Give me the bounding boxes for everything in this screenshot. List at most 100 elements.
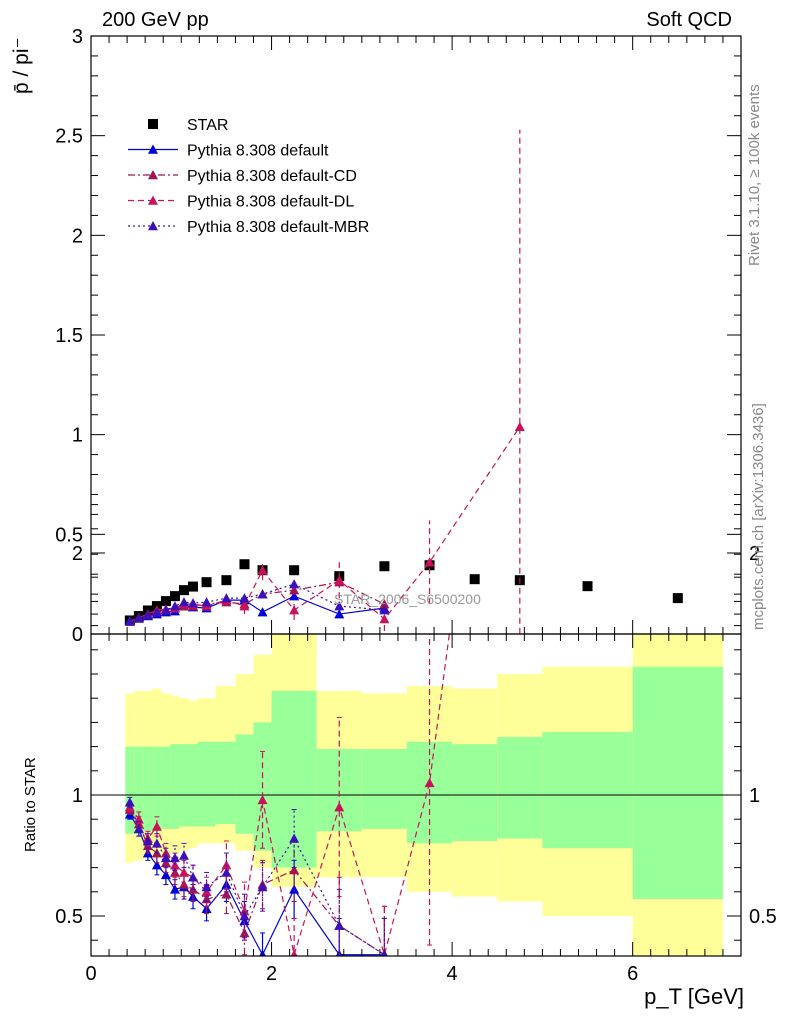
ratio-line	[129, 634, 450, 956]
star-point	[672, 593, 683, 604]
band-green	[161, 746, 171, 829]
band-green	[235, 734, 254, 834]
data-point	[178, 597, 189, 607]
data-point	[151, 607, 162, 617]
band-green	[179, 744, 189, 827]
mcplots-label: mcplots.cern.ch [arXiv:1306.3436]	[750, 403, 767, 630]
star-point	[160, 596, 171, 607]
main-y-axis-label: p̄ / pi⁻	[10, 37, 33, 94]
ratio-point	[290, 949, 298, 956]
legend-entry: Pythia 8.308 default-DL	[128, 194, 354, 211]
ratio-series	[124, 634, 450, 956]
ratio-y-tick-label-right: 0.5	[749, 906, 777, 928]
data-point	[257, 565, 268, 575]
band-green	[188, 744, 198, 827]
ratio-point	[289, 865, 300, 875]
legend-marker-triangle	[148, 144, 158, 154]
y-tick-label: 1	[72, 425, 83, 447]
legend-label: Pythia 8.308 default-CD	[187, 168, 357, 185]
ratio-point	[239, 911, 250, 921]
ratio-point	[221, 889, 232, 899]
band-green	[452, 744, 498, 841]
ratio-y-axis-label: Ratio to STAR	[22, 757, 39, 852]
band-green	[361, 749, 407, 829]
ratio-line	[129, 809, 385, 956]
legend-label: STAR	[187, 117, 228, 134]
ratio-y-tick-label: 2	[72, 543, 83, 565]
data-point	[201, 597, 212, 607]
ratio-point	[133, 823, 144, 834]
data-point	[257, 589, 268, 599]
ratio-point	[424, 777, 435, 788]
ratio-point	[124, 797, 135, 807]
band-green	[170, 744, 180, 829]
main-series	[124, 129, 683, 634]
data-point	[160, 605, 171, 615]
data-point	[424, 557, 435, 567]
band-green	[197, 741, 216, 827]
ratio-point	[151, 838, 162, 848]
star-point	[169, 591, 180, 602]
legend-entry: STAR	[148, 117, 228, 134]
data-point	[334, 601, 345, 611]
ratio-point	[289, 833, 300, 843]
y-tick-label: 2	[72, 225, 83, 247]
band-green	[134, 746, 144, 834]
legend-marker-square	[148, 119, 158, 129]
y-tick-label: 0.5	[55, 524, 83, 546]
header-left: 200 GeV pp	[102, 9, 209, 31]
data-point	[379, 614, 390, 624]
header-right: Soft QCD	[646, 9, 732, 31]
data-point	[188, 598, 199, 608]
data-point	[169, 601, 180, 611]
legend-label: Pythia 8.308 default-DL	[187, 194, 354, 211]
legend-label: Pythia 8.308 default-MBR	[187, 219, 369, 236]
data-point	[334, 575, 345, 585]
data-point	[514, 421, 525, 431]
y-tick-label: 3	[72, 26, 83, 48]
data-point	[289, 605, 300, 615]
y-tick-label: 0	[72, 624, 83, 646]
ratio-point	[169, 852, 180, 863]
data-point	[289, 591, 300, 601]
star-point	[582, 581, 593, 592]
x-tick-label: 4	[447, 963, 458, 985]
ratio-series-3	[124, 796, 388, 956]
ratio-y-tick-label-right: 2	[749, 543, 760, 565]
ratio-point	[188, 872, 199, 882]
ratio-point	[257, 881, 268, 892]
ratio-point	[221, 867, 232, 877]
band-green	[143, 746, 153, 832]
y-tick-label: 1.5	[55, 325, 83, 347]
ratio-point	[178, 867, 189, 877]
ratio-point	[151, 821, 162, 831]
ratio-point	[334, 802, 345, 812]
data-point	[257, 607, 268, 617]
data-point	[221, 593, 232, 603]
ratio-point	[289, 884, 300, 894]
ratio-y-tick-label: 1	[72, 785, 83, 807]
ratio-point	[142, 835, 153, 846]
band-green	[542, 732, 633, 849]
y-tick-label: 2.5	[55, 126, 83, 148]
x-tick-label: 2	[266, 963, 277, 985]
ratio-point	[151, 860, 162, 870]
star-point	[239, 559, 250, 570]
star-point	[379, 561, 390, 572]
legend-marker-triangle	[148, 195, 158, 205]
data-point	[334, 609, 345, 619]
star-point	[201, 577, 212, 588]
x-axis-label: p_T [GeV]	[644, 984, 744, 1009]
axis-ticks: 0 0.5 1 1.5 2 2.5 3 0 2 4 6 0.5 0.5 1 1 2 2	[55, 26, 777, 985]
legend-entry: Pythia 8.308 default-MBR	[128, 219, 369, 236]
ratio-y-tick-label: 0.5	[55, 906, 83, 928]
band-green	[215, 741, 236, 825]
series-4	[124, 579, 390, 626]
data-point	[124, 616, 135, 626]
band-green	[152, 746, 162, 832]
data-point	[239, 601, 250, 611]
star-point	[188, 581, 199, 592]
x-tick-label: 6	[627, 963, 638, 985]
ratio-point	[334, 920, 345, 930]
